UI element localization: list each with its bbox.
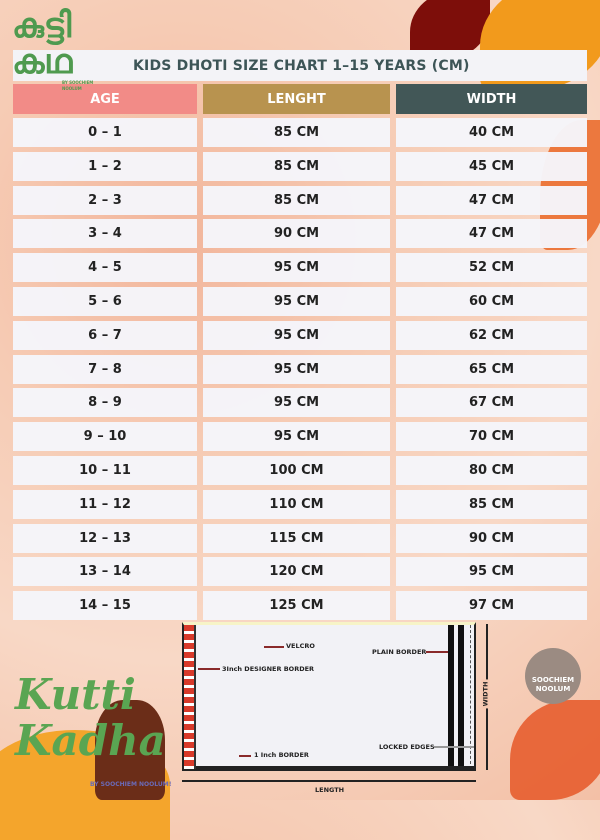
plain-border-stripe	[458, 625, 464, 769]
table-cell-length: 85 CM	[203, 185, 390, 215]
table-cell-width: 97 CM	[396, 591, 587, 621]
one-inch-border-arrow	[239, 755, 251, 757]
table-cell-width: 40 CM	[396, 118, 587, 147]
table-cell-age: 5 – 6	[13, 287, 197, 316]
brand-logo: Kutti Kadha	[15, 670, 166, 765]
logo: കുട്ടി കഥ BY SOOCHIEM NOOLUM	[12, 6, 94, 91]
label-designer-border: 3Inch DESIGNER BORDER	[222, 665, 315, 673]
table-cell-width: 45 CM	[396, 151, 587, 181]
bottom-border-line	[196, 766, 474, 769]
soochiem-noolum-badge: SOOCHIEM NOOLUM	[525, 648, 581, 704]
dhoti-diagram: VELCRO 3Inch DESIGNER BORDER PLAIN BORDE…	[182, 622, 476, 771]
table-cell-age: 13 – 14	[13, 557, 197, 587]
table-cell-age: 9 – 10	[13, 422, 197, 452]
label-width: WIDTH	[481, 679, 490, 709]
table-cell-width: 85 CM	[396, 489, 587, 519]
label-plain-border: PLAIN BORDER	[372, 648, 427, 656]
table-cell-width: 47 CM	[396, 185, 587, 215]
table-cell-length: 85 CM	[203, 151, 390, 181]
label-one-inch-border: 1 Inch BORDER	[254, 751, 309, 759]
label-velcro: VELCRO	[286, 642, 315, 650]
table-cell-width: 67 CM	[396, 388, 587, 418]
locked-edge-line	[470, 625, 471, 769]
table-cell-age: 8 – 9	[13, 388, 197, 418]
header-age: AGE	[13, 84, 197, 114]
table-cell-length: 95 CM	[203, 287, 390, 316]
table-cell-age: 4 – 5	[13, 253, 197, 283]
table-cell-width: 80 CM	[396, 456, 587, 485]
table-cell-age: 0 – 1	[13, 118, 197, 147]
brand-byline: BY SOOCHIEM NOOLUM!	[90, 781, 172, 788]
table-cell-length: 100 CM	[203, 456, 390, 485]
table-cell-age: 3 – 4	[13, 219, 197, 249]
table-cell-width: 60 CM	[396, 287, 587, 316]
length-dimension-line	[182, 780, 476, 782]
table-cell-width: 95 CM	[396, 557, 587, 587]
table-cell-width: 62 CM	[396, 320, 587, 350]
locked-edges-arrow	[434, 746, 474, 748]
table-cell-age: 7 – 8	[13, 354, 197, 384]
table-cell-length: 120 CM	[203, 557, 390, 587]
table-cell-age: 14 – 15	[13, 591, 197, 621]
table-cell-length: 90 CM	[203, 219, 390, 249]
table-cell-age: 12 – 13	[13, 523, 197, 553]
header-width: WIDTH	[396, 84, 587, 114]
table-cell-age: 2 – 3	[13, 185, 197, 215]
table-cell-length: 95 CM	[203, 388, 390, 418]
cat-silhouette	[95, 700, 165, 800]
table-cell-age: 1 – 2	[13, 151, 197, 181]
table-cell-length: 95 CM	[203, 422, 390, 452]
table-cell-length: 95 CM	[203, 354, 390, 384]
table-cell-width: 70 CM	[396, 422, 587, 452]
table-cell-length: 85 CM	[203, 118, 390, 147]
table-cell-length: 115 CM	[203, 523, 390, 553]
chart-title-bar: KIDS DHOTI SIZE CHART 1–15 YEARS (CM)	[13, 50, 587, 81]
designer-border-arrow	[198, 668, 220, 670]
table-cell-width: 90 CM	[396, 523, 587, 553]
table-cell-width: 65 CM	[396, 354, 587, 384]
table-cell-width: 47 CM	[396, 219, 587, 249]
table-cell-width: 52 CM	[396, 253, 587, 283]
table-cell-age: 11 – 12	[13, 489, 197, 519]
table-cell-length: 95 CM	[203, 320, 390, 350]
table-cell-length: 110 CM	[203, 489, 390, 519]
label-locked-edges: LOCKED EDGES	[379, 743, 435, 751]
plain-border-arrow	[426, 651, 448, 653]
table-cell-length: 125 CM	[203, 591, 390, 621]
plain-border-stripe	[448, 625, 454, 769]
label-length: LENGTH	[315, 786, 345, 794]
designer-border-pattern	[184, 625, 196, 769]
chart-title: KIDS DHOTI SIZE CHART 1–15 YEARS (CM)	[133, 57, 470, 74]
table-cell-age: 10 – 11	[13, 456, 197, 485]
table-cell-age: 6 – 7	[13, 320, 197, 350]
velcro-arrow	[264, 646, 284, 648]
autumn-leaf-decoration	[510, 700, 600, 800]
table-cell-length: 95 CM	[203, 253, 390, 283]
header-length: LENGHT	[203, 84, 390, 114]
